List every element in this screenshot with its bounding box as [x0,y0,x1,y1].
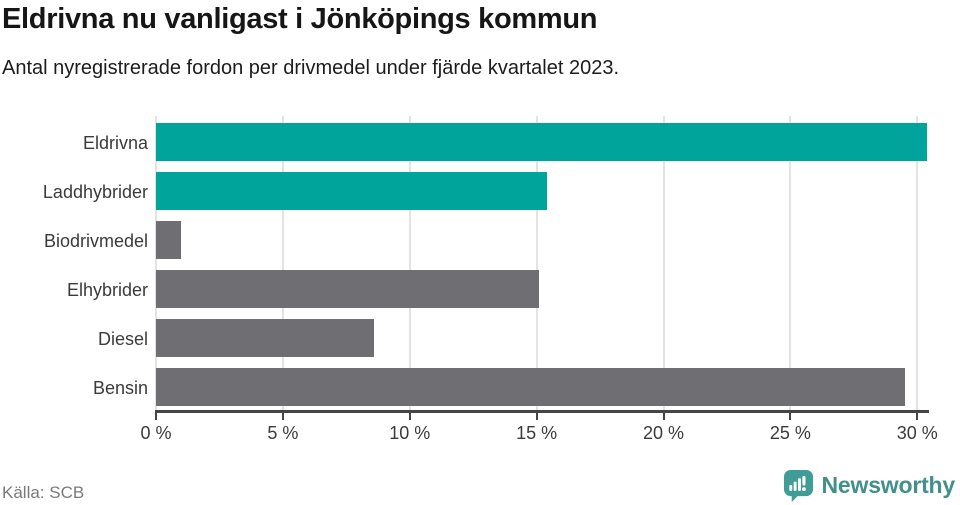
bar-diesel [156,319,375,357]
y-axis-labels: Eldrivna Laddhybrider Biodrivmedel Elhybrid… [0,119,148,413]
newsworthy-logo: Newsworthy [783,469,955,502]
x-axis-line [155,410,929,413]
y-label-biodrivmedel: Biodrivmedel [43,231,148,251]
y-label-eldrivna: Eldrivna [82,133,148,153]
x-tick-label-0: 0 % [140,423,172,443]
gridline-15 [535,116,538,410]
x-tick-30 [916,410,919,420]
x-tick-label-10: 10 % [389,423,431,443]
gridline-5 [281,116,284,410]
x-tick-label-5: 5 % [267,423,299,443]
x-tick-label-30: 30 % [896,423,938,443]
y-label-bensin: Bensin [92,378,148,398]
x-tick-20 [662,410,665,420]
x-tick-25 [789,410,792,420]
bar-laddhybrider [156,172,547,210]
x-tick-15 [535,410,538,420]
y-label-diesel: Diesel [97,329,148,349]
gridline-0 [155,116,157,410]
gridline-30 [916,116,919,410]
x-tick-label-15: 15 % [516,423,558,443]
newsworthy-speech-bubble-chart-icon [783,470,813,502]
bar-bensin [156,368,905,406]
x-tick-0 [155,410,157,420]
chart-title: Eldrivna nu vanligast i Jönköpings kommu… [2,3,598,35]
chart-subtitle: Antal nyregistrerade fordon per drivmede… [2,57,620,79]
gridline-10 [408,116,411,410]
bar-eldrivna [156,123,928,161]
gridline-20 [662,116,665,410]
bar-biodrivmedel [156,221,182,259]
bar-elhybrider [156,270,540,308]
source-note: Källa: SCB [2,483,85,502]
plot-area [155,116,930,410]
x-tick-10 [408,410,411,420]
newsworthy-wordmark: Newsworthy [821,472,956,498]
gridline-25 [789,116,792,410]
y-label-elhybrider: Elhybrider [66,280,148,300]
x-tick-label-20: 20 % [643,423,685,443]
x-tick-5 [281,410,284,420]
x-tick-label-25: 25 % [769,423,811,443]
y-label-laddhybrider: Laddhybrider [42,182,148,202]
